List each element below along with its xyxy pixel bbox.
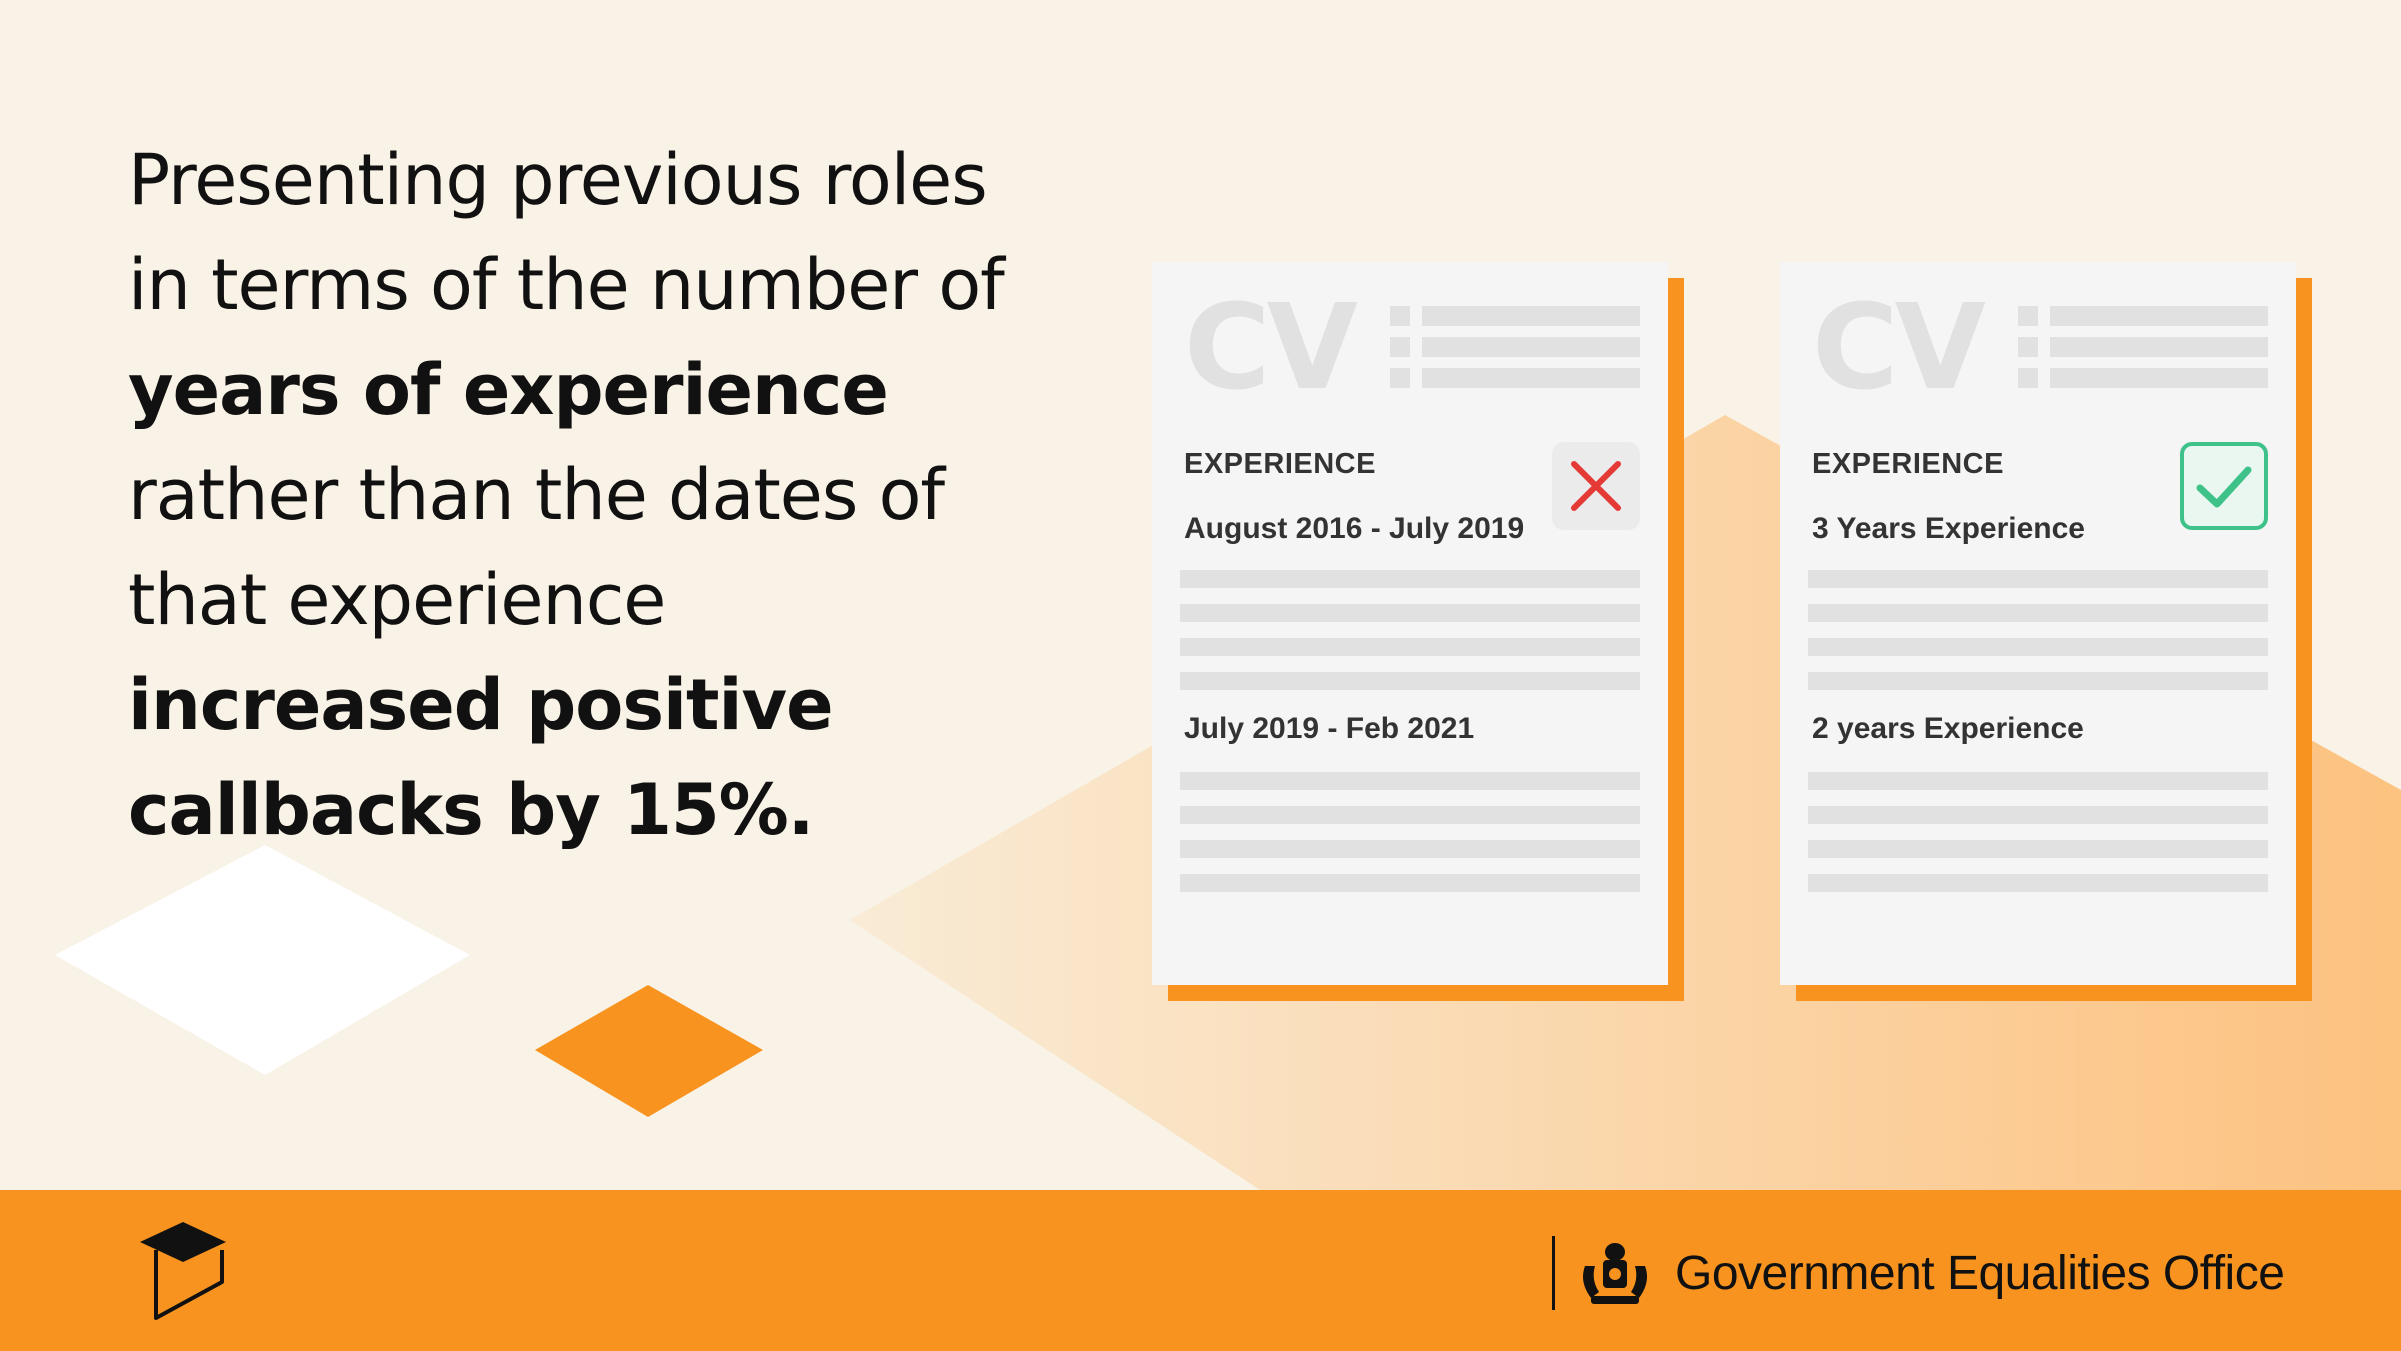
headline-line-3: years of experience xyxy=(128,349,889,431)
orange-diamond xyxy=(535,985,763,1117)
behavioural-insights-logo xyxy=(140,1222,226,1320)
footer-bar xyxy=(0,1190,2401,1351)
branding-divider xyxy=(1552,1236,1555,1310)
cv-card-dates: CV EXPERIENCE August 2016 - July 2019 Ju… xyxy=(1152,262,1684,1001)
experience-heading: EXPERIENCE xyxy=(1184,448,1376,480)
text-placeholder-lines xyxy=(1808,772,2268,908)
text-placeholder-lines xyxy=(1180,570,1640,706)
headline-line-5: that experience xyxy=(128,559,666,641)
royal-coat-of-arms-icon xyxy=(1583,1243,1647,1304)
cv-mark: CV xyxy=(1812,278,1986,416)
headline-line-4: rather than the dates of xyxy=(128,454,945,536)
cv-card-paper: CV EXPERIENCE 3 Years Experience 2 years… xyxy=(1780,262,2296,985)
experience-heading: EXPERIENCE xyxy=(1812,448,2004,480)
experience-entry-2: 2 years Experience xyxy=(1812,712,2084,745)
cross-icon xyxy=(1552,442,1640,530)
cv-card-paper: CV EXPERIENCE August 2016 - July 2019 Ju… xyxy=(1152,262,1668,985)
white-diamond xyxy=(55,845,470,1075)
experience-entry-1: 3 Years Experience xyxy=(1812,512,2085,545)
government-equalities-office-branding: Government Equalities Office xyxy=(1552,1236,2285,1310)
headline-line-1: Presenting previous roles xyxy=(128,139,988,221)
text-placeholder-lines xyxy=(1180,772,1640,908)
headline: Presenting previous roles in terms of th… xyxy=(128,128,1068,863)
text-placeholder-lines xyxy=(1808,570,2268,706)
headline-line-2: in terms of the number of xyxy=(128,244,1005,326)
check-icon xyxy=(2180,442,2268,530)
experience-entry-1: August 2016 - July 2019 xyxy=(1184,512,1525,545)
headline-line-6: increased positive xyxy=(128,664,834,746)
cv-mark: CV xyxy=(1184,278,1358,416)
cv-card-years: CV EXPERIENCE 3 Years Experience 2 years… xyxy=(1780,262,2312,1001)
experience-entry-2: July 2019 - Feb 2021 xyxy=(1184,712,1475,745)
headline-line-7: callbacks by 15%. xyxy=(128,769,814,851)
organisation-name: Government Equalities Office xyxy=(1675,1246,2285,1300)
